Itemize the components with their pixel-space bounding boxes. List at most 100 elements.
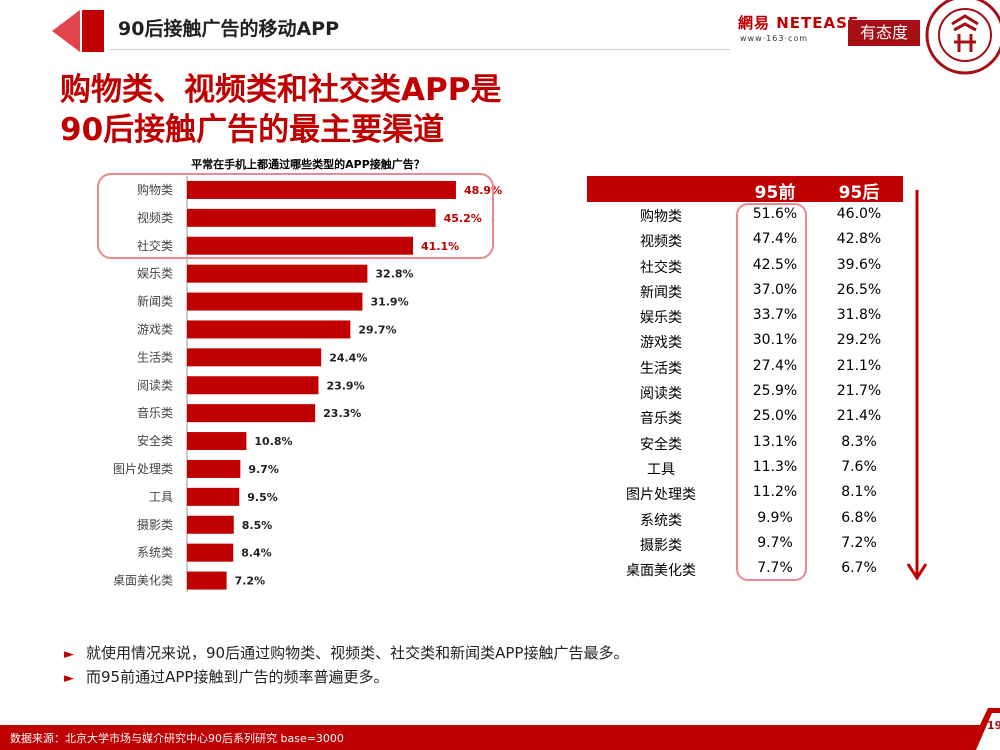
row-category: 音乐类 bbox=[640, 411, 682, 428]
netease-url: www·163·com bbox=[740, 34, 809, 43]
down-arrow-icon bbox=[906, 190, 928, 581]
headline-line-2: 90后接触广告的最主要渠道 bbox=[60, 112, 445, 148]
bullet-triangle-icon: ► bbox=[64, 647, 74, 662]
header-arrow-icon bbox=[52, 10, 104, 52]
value-label: 8.4% bbox=[241, 547, 272, 560]
table-row: 游戏类 30.1% 29.2% bbox=[587, 328, 903, 353]
table-row: 购物类 51.6% 46.0% bbox=[587, 202, 903, 227]
value-label: 41.1% bbox=[421, 240, 459, 253]
category-label: 新闻类 bbox=[137, 294, 173, 309]
table-row: 安全类 13.1% 8.3% bbox=[587, 430, 903, 455]
note-2: ► 而95前通过APP接触到广告的频率普遍更多。 bbox=[64, 668, 389, 686]
university-seal-icon bbox=[925, 0, 1000, 75]
cell-95-after: 6.7% bbox=[841, 560, 877, 577]
table-row: 工具 11.3% 7.6% bbox=[587, 455, 903, 480]
table-body: 购物类 51.6% 46.0% 视频类 47.4% 42.8% 社交类 42.5% 39.6% 新… bbox=[587, 202, 903, 581]
bar bbox=[187, 571, 227, 590]
category-label: 游戏类 bbox=[137, 322, 173, 336]
table-row: 生活类 27.4% 21.1% bbox=[587, 354, 903, 379]
cell-95-before: 7.7% bbox=[757, 560, 793, 577]
category-label: 生活类 bbox=[137, 350, 173, 364]
note-1: ► 就使用情况来说，90后通过购物类、视频类、社交类和新闻类APP接触广告最多。 bbox=[64, 644, 629, 662]
value-label: 9.5% bbox=[247, 491, 278, 504]
value-label: 7.2% bbox=[235, 575, 266, 588]
row-category: 图片处理类 bbox=[626, 487, 696, 504]
cell-95-after: 29.2% bbox=[836, 332, 882, 349]
cell-95-after: 6.8% bbox=[841, 509, 877, 526]
cell-95-before: 13.1% bbox=[752, 433, 798, 450]
category-label: 图片处理类 bbox=[113, 462, 173, 476]
bar bbox=[187, 180, 456, 199]
cell-95-after: 8.1% bbox=[841, 484, 877, 501]
footer-bar bbox=[0, 725, 1000, 750]
cell-95-before: 42.5% bbox=[752, 256, 798, 273]
page-number-tab bbox=[968, 708, 1000, 750]
value-label: 23.9% bbox=[326, 379, 364, 392]
row-category: 安全类 bbox=[640, 436, 682, 453]
value-label: 24.4% bbox=[329, 351, 367, 364]
row-category: 系统类 bbox=[640, 512, 682, 529]
category-label: 系统类 bbox=[137, 546, 173, 560]
row-category: 工具 bbox=[647, 461, 675, 478]
bar bbox=[187, 236, 414, 255]
cell-95-after: 7.6% bbox=[841, 458, 877, 475]
cell-95-after: 8.3% bbox=[841, 433, 877, 450]
cell-95-after: 42.8% bbox=[836, 231, 882, 248]
category-label: 阅读类 bbox=[137, 378, 173, 392]
category-label: 工具 bbox=[149, 490, 173, 504]
headline-line-1: 购物类、视频类和社交类APP是 bbox=[60, 72, 502, 108]
cell-95-before: 9.7% bbox=[757, 534, 793, 551]
cell-95-before: 47.4% bbox=[752, 231, 798, 248]
bar bbox=[187, 404, 316, 423]
value-label: 9.7% bbox=[248, 463, 279, 476]
cell-95-after: 21.4% bbox=[836, 408, 882, 425]
value-label: 32.8% bbox=[375, 268, 413, 281]
cell-95-after: 21.7% bbox=[836, 383, 882, 400]
value-label: 29.7% bbox=[358, 323, 396, 336]
header-95-after: 95后 bbox=[838, 183, 880, 203]
table-row: 桌面美化类 7.7% 6.7% bbox=[587, 556, 903, 581]
top3-highlight-box bbox=[97, 173, 494, 259]
row-category: 娱乐类 bbox=[640, 310, 682, 327]
value-label: 10.8% bbox=[254, 435, 292, 448]
cell-95-after: 31.8% bbox=[836, 307, 882, 324]
category-label: 桌面美化类 bbox=[113, 574, 173, 588]
row-category: 阅读类 bbox=[640, 386, 682, 403]
bar bbox=[187, 515, 234, 534]
category-label: 安全类 bbox=[137, 433, 173, 448]
bar bbox=[187, 320, 351, 339]
table-header: 95前 95后 bbox=[587, 176, 903, 203]
row-category: 游戏类 bbox=[640, 335, 682, 352]
table-row: 娱乐类 33.7% 31.8% bbox=[587, 303, 903, 328]
page-number: 19 bbox=[987, 719, 1000, 732]
cell-95-before: 27.4% bbox=[752, 357, 798, 374]
value-label: 23.3% bbox=[323, 407, 361, 420]
95-before-highlight-box bbox=[736, 203, 807, 581]
row-category: 社交类 bbox=[640, 259, 682, 276]
bar bbox=[187, 292, 363, 311]
bullet-triangle-icon: ► bbox=[64, 671, 74, 686]
bar bbox=[187, 432, 247, 451]
footer-source: 数据来源：北京大学市场与媒介研究中心90后系列研究 base=3000 bbox=[10, 732, 344, 745]
cell-95-before: 11.2% bbox=[752, 484, 798, 501]
row-category: 生活类 bbox=[640, 360, 682, 377]
cell-95-before: 25.0% bbox=[752, 408, 798, 425]
header-95-before: 95前 bbox=[754, 183, 796, 203]
category-label: 视频类 bbox=[137, 210, 173, 225]
bar bbox=[187, 208, 436, 227]
value-label: 45.2% bbox=[444, 212, 482, 225]
value-label: 31.9% bbox=[370, 296, 408, 309]
headline: 购物类、视频类和社交类APP是 90后接触广告的最主要渠道 bbox=[60, 70, 501, 150]
netease-logo: 網易 NETEASE bbox=[738, 14, 860, 32]
table-row: 音乐类 25.0% 21.4% bbox=[587, 404, 903, 429]
table-row: 阅读类 25.9% 21.7% bbox=[587, 379, 903, 404]
table-row: 系统类 9.9% 6.8% bbox=[587, 506, 903, 531]
bar-chart: 购物类 48.9%视频类 45.2%社交类 41.1%娱乐类 32.8%新闻类 31.9%… bbox=[113, 176, 502, 592]
cell-95-before: 33.7% bbox=[752, 307, 798, 324]
bar bbox=[187, 348, 322, 367]
table-row: 视频类 47.4% 42.8% bbox=[587, 227, 903, 252]
cell-95-before: 11.3% bbox=[752, 458, 798, 475]
table-row: 社交类 42.5% 39.6% bbox=[587, 253, 903, 278]
bar bbox=[187, 487, 240, 506]
bar bbox=[187, 264, 368, 283]
